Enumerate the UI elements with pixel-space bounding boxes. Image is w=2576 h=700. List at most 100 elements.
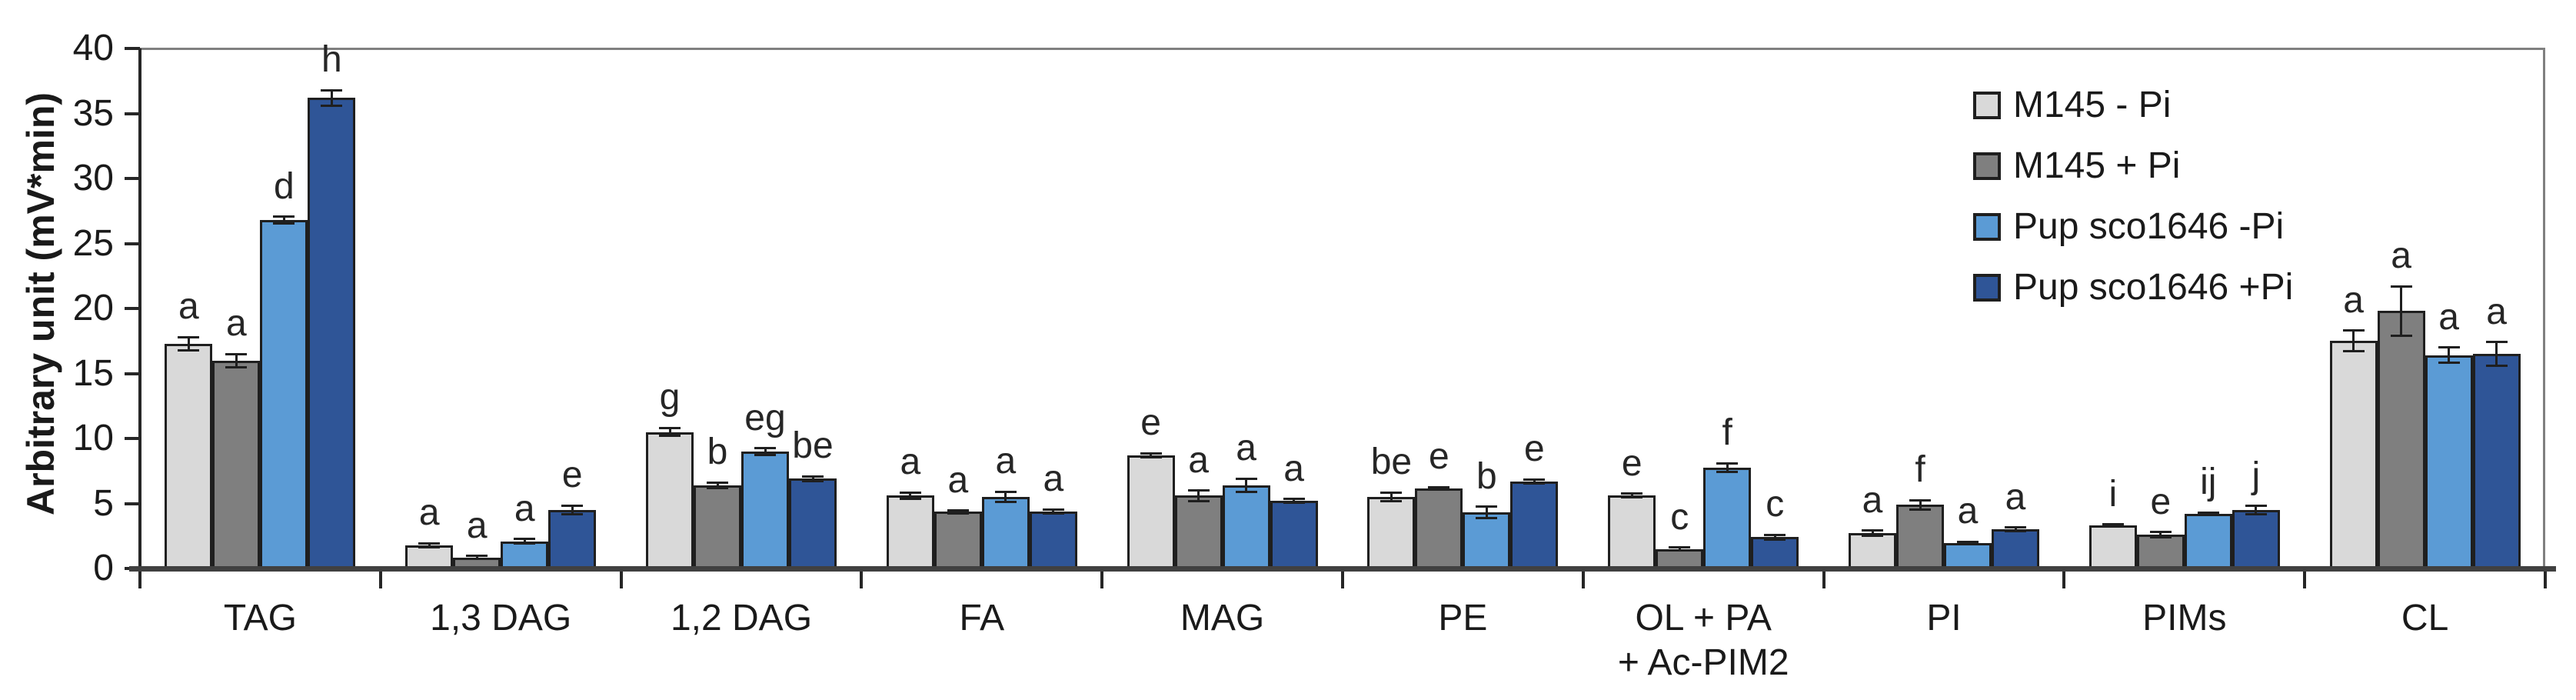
legend-swatch	[1973, 274, 2001, 302]
plot-border-top	[140, 48, 2545, 50]
error-bar-cap-bottom	[1909, 508, 1931, 511]
error-bar-cap-bottom	[178, 348, 200, 352]
significance-letter: c	[1766, 484, 1785, 525]
significance-letter: j	[2252, 455, 2261, 496]
bar	[2472, 354, 2521, 568]
x-axis-tick	[860, 572, 864, 588]
bar	[1896, 505, 1944, 568]
error-bar-cap-top	[273, 215, 295, 218]
error-bar-cap-top	[1716, 462, 1739, 465]
error-bar-line	[2159, 532, 2162, 538]
significance-letter: a	[1188, 439, 1209, 481]
significance-letter: f	[1722, 412, 1732, 454]
error-bar-line	[1919, 500, 1922, 510]
bar	[308, 98, 356, 568]
x-axis-tick	[1822, 572, 1825, 588]
significance-letter: e	[561, 455, 583, 496]
error-bar-line	[811, 476, 814, 482]
y-axis-tick	[125, 437, 140, 440]
significance-letter: ij	[2200, 462, 2217, 503]
error-bar-line	[330, 90, 333, 106]
significance-letter: a	[466, 505, 488, 546]
bar	[2425, 355, 2473, 568]
error-bar-cap-top	[2438, 346, 2460, 349]
error-bar-cap-top	[659, 426, 681, 429]
bar	[1608, 495, 1656, 568]
error-bar-line	[668, 428, 671, 436]
error-bar-cap-bottom	[1283, 502, 1305, 505]
error-bar-cap-bottom	[659, 435, 681, 438]
error-bar-line	[1630, 493, 1633, 498]
x-axis-tick	[2303, 572, 2307, 588]
error-bar-line	[716, 482, 719, 488]
error-bar-cap-bottom	[2342, 350, 2365, 353]
x-axis-tick	[138, 572, 141, 588]
error-bar-cap-top	[2245, 505, 2267, 508]
error-bar-cap-bottom	[2438, 362, 2460, 365]
error-bar-line	[235, 354, 238, 368]
significance-letter: e	[2150, 481, 2172, 522]
y-axis-tick-label: 10	[72, 418, 114, 458]
significance-letter: a	[514, 488, 535, 529]
error-bar-cap-top	[1862, 529, 1883, 532]
x-category-label: PI	[1926, 598, 1962, 638]
y-axis-tick	[125, 307, 140, 310]
error-bar-line	[1437, 487, 1440, 490]
error-bar-line	[2112, 524, 2115, 527]
error-bar-cap-top	[1140, 452, 1162, 455]
bar	[212, 360, 261, 568]
bar	[934, 512, 982, 568]
significance-letter: e	[1429, 436, 1449, 478]
error-bar-cap-top	[1957, 540, 1979, 543]
y-axis-tick-label: 25	[72, 222, 114, 264]
error-bar-line	[571, 505, 574, 515]
significance-letter: a	[1862, 479, 1883, 521]
error-bar-cap-bottom	[1669, 548, 1691, 552]
x-category-label: FA	[959, 598, 1005, 638]
error-bar-cap-top	[466, 555, 488, 558]
error-bar-line	[1726, 463, 1729, 472]
significance-letter: f	[1915, 449, 1925, 491]
error-bar-cap-top	[2342, 329, 2365, 332]
bar	[1127, 455, 1175, 568]
x-axis-line	[129, 566, 2556, 572]
error-bar-line	[282, 216, 285, 224]
error-bar-cap-bottom	[899, 498, 921, 501]
bar	[1367, 497, 1416, 568]
x-axis-tick	[1100, 572, 1104, 588]
plot-border-right	[2543, 48, 2545, 568]
error-bar-cap-top	[1764, 533, 1786, 536]
significance-letter: a	[2343, 279, 2364, 321]
error-bar-line	[1245, 478, 1248, 492]
error-bar-line	[2014, 527, 2017, 532]
error-bar-line	[909, 492, 912, 499]
error-bar-cap-top	[178, 335, 200, 338]
legend-swatch	[1973, 213, 2001, 241]
error-bar-cap-bottom	[1764, 538, 1786, 542]
error-bar-cap-bottom	[561, 513, 584, 516]
error-bar-cap-bottom	[1235, 490, 1257, 493]
error-bar-cap-top	[1909, 498, 1931, 502]
y-axis-tick	[125, 502, 140, 505]
y-axis-tick-label: 20	[72, 288, 114, 328]
error-bar-cap-bottom	[802, 480, 824, 483]
error-bar-cap-bottom	[1523, 482, 1546, 485]
error-bar-line	[1197, 490, 1200, 502]
significance-letter: be	[1370, 442, 1413, 483]
significance-letter: e	[1621, 442, 1642, 484]
x-axis-tick	[1581, 572, 1585, 588]
significance-letter: a	[1283, 448, 1304, 489]
error-bar-cap-top	[2485, 341, 2508, 344]
error-bar-cap-bottom	[2245, 512, 2267, 515]
significance-letter: a	[900, 442, 921, 483]
error-bar-cap-top	[754, 447, 776, 450]
error-bar-line	[2495, 342, 2498, 366]
bar	[694, 485, 741, 568]
error-bar-line	[2207, 512, 2210, 515]
x-category-label: PIMs	[2142, 598, 2227, 638]
error-bar-cap-top	[1380, 491, 1403, 494]
error-bar-cap-bottom	[1380, 500, 1403, 503]
error-bar-line	[2352, 330, 2355, 352]
